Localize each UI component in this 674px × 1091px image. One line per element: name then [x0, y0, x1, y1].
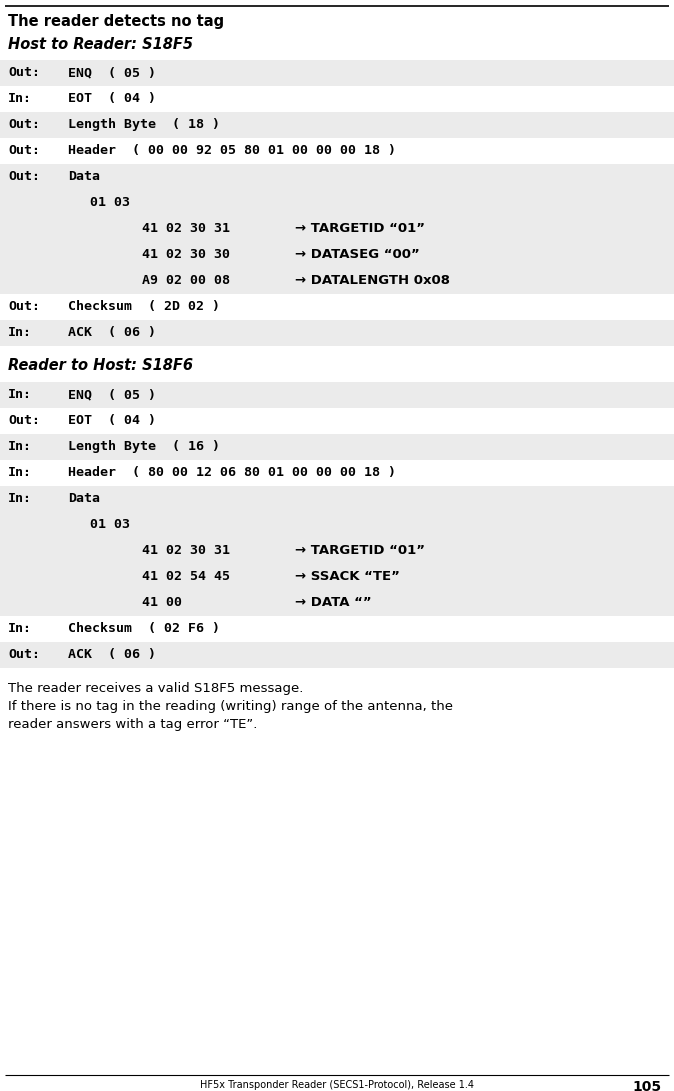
Text: In:: In:: [8, 622, 32, 635]
Text: ACK  ( 06 ): ACK ( 06 ): [68, 648, 156, 661]
Bar: [0, 190, 674, 216]
Text: 01 03: 01 03: [82, 518, 130, 531]
Bar: [0, 590, 674, 616]
Text: Out:: Out:: [8, 144, 40, 157]
Bar: [0, 512, 674, 538]
Text: In:: In:: [8, 440, 32, 453]
Bar: [0, 642, 674, 668]
Text: 105: 105: [633, 1080, 662, 1091]
Text: Out:: Out:: [8, 413, 40, 427]
Text: Header  ( 00 00 92 05 80 01 00 00 00 18 ): Header ( 00 00 92 05 80 01 00 00 00 18 ): [68, 144, 396, 157]
Text: EOT  ( 04 ): EOT ( 04 ): [68, 413, 156, 427]
Text: In:: In:: [8, 326, 32, 339]
Bar: [0, 242, 674, 268]
Text: Data: Data: [68, 170, 100, 183]
Text: 41 02 30 30: 41 02 30 30: [110, 248, 230, 261]
Bar: [0, 434, 674, 460]
Text: If there is no tag in the reading (writing) range of the antenna, the: If there is no tag in the reading (writi…: [8, 700, 453, 714]
Text: Checksum  ( 2D 02 ): Checksum ( 2D 02 ): [68, 300, 220, 313]
Text: 41 02 30 31: 41 02 30 31: [110, 221, 230, 235]
Text: → TARGETID “01”: → TARGETID “01”: [295, 544, 425, 558]
Text: ENQ  ( 05 ): ENQ ( 05 ): [68, 65, 156, 79]
Text: Length Byte  ( 16 ): Length Byte ( 16 ): [68, 440, 220, 453]
Text: ENQ  ( 05 ): ENQ ( 05 ): [68, 388, 156, 401]
Text: 41 02 54 45: 41 02 54 45: [110, 570, 230, 583]
Text: Header  ( 80 00 12 06 80 01 00 00 00 18 ): Header ( 80 00 12 06 80 01 00 00 00 18 ): [68, 466, 396, 479]
Text: In:: In:: [8, 388, 32, 401]
Text: Out:: Out:: [8, 648, 40, 661]
Text: Out:: Out:: [8, 170, 40, 183]
Bar: [0, 320, 674, 346]
Text: Out:: Out:: [8, 65, 40, 79]
Text: The reader receives a valid S18F5 message.: The reader receives a valid S18F5 messag…: [8, 682, 303, 695]
Text: → SSACK “TE”: → SSACK “TE”: [295, 570, 400, 583]
Text: → DATASEG “00”: → DATASEG “00”: [295, 248, 420, 261]
Text: reader answers with a tag error “TE”.: reader answers with a tag error “TE”.: [8, 718, 257, 731]
Bar: [0, 216, 674, 242]
Text: HF5x Transponder Reader (SECS1-Protocol), Release 1.4: HF5x Transponder Reader (SECS1-Protocol)…: [200, 1080, 474, 1090]
Text: Length Byte  ( 18 ): Length Byte ( 18 ): [68, 118, 220, 131]
Text: Out:: Out:: [8, 300, 40, 313]
Text: → TARGETID “01”: → TARGETID “01”: [295, 221, 425, 235]
Bar: [0, 112, 674, 137]
Text: In:: In:: [8, 492, 32, 505]
Text: 01 03: 01 03: [82, 196, 130, 209]
Text: Out:: Out:: [8, 118, 40, 131]
Bar: [0, 60, 674, 86]
Text: Host to Reader: S18F5: Host to Reader: S18F5: [8, 37, 193, 52]
Text: A9 02 00 08: A9 02 00 08: [110, 274, 230, 287]
Bar: [0, 564, 674, 590]
Text: In:: In:: [8, 466, 32, 479]
Text: → DATA “”: → DATA “”: [295, 596, 371, 609]
Bar: [0, 268, 674, 293]
Text: In:: In:: [8, 92, 32, 105]
Bar: [0, 538, 674, 564]
Text: ACK  ( 06 ): ACK ( 06 ): [68, 326, 156, 339]
Text: → DATALENGTH 0x08: → DATALENGTH 0x08: [295, 274, 450, 287]
Text: EOT  ( 04 ): EOT ( 04 ): [68, 92, 156, 105]
Text: 41 00: 41 00: [110, 596, 182, 609]
Text: Checksum  ( 02 F6 ): Checksum ( 02 F6 ): [68, 622, 220, 635]
Text: The reader detects no tag: The reader detects no tag: [8, 14, 224, 29]
Text: 41 02 30 31: 41 02 30 31: [110, 544, 230, 558]
Bar: [0, 485, 674, 512]
Text: Reader to Host: S18F6: Reader to Host: S18F6: [8, 358, 193, 373]
Bar: [0, 164, 674, 190]
Bar: [0, 382, 674, 408]
Text: Data: Data: [68, 492, 100, 505]
